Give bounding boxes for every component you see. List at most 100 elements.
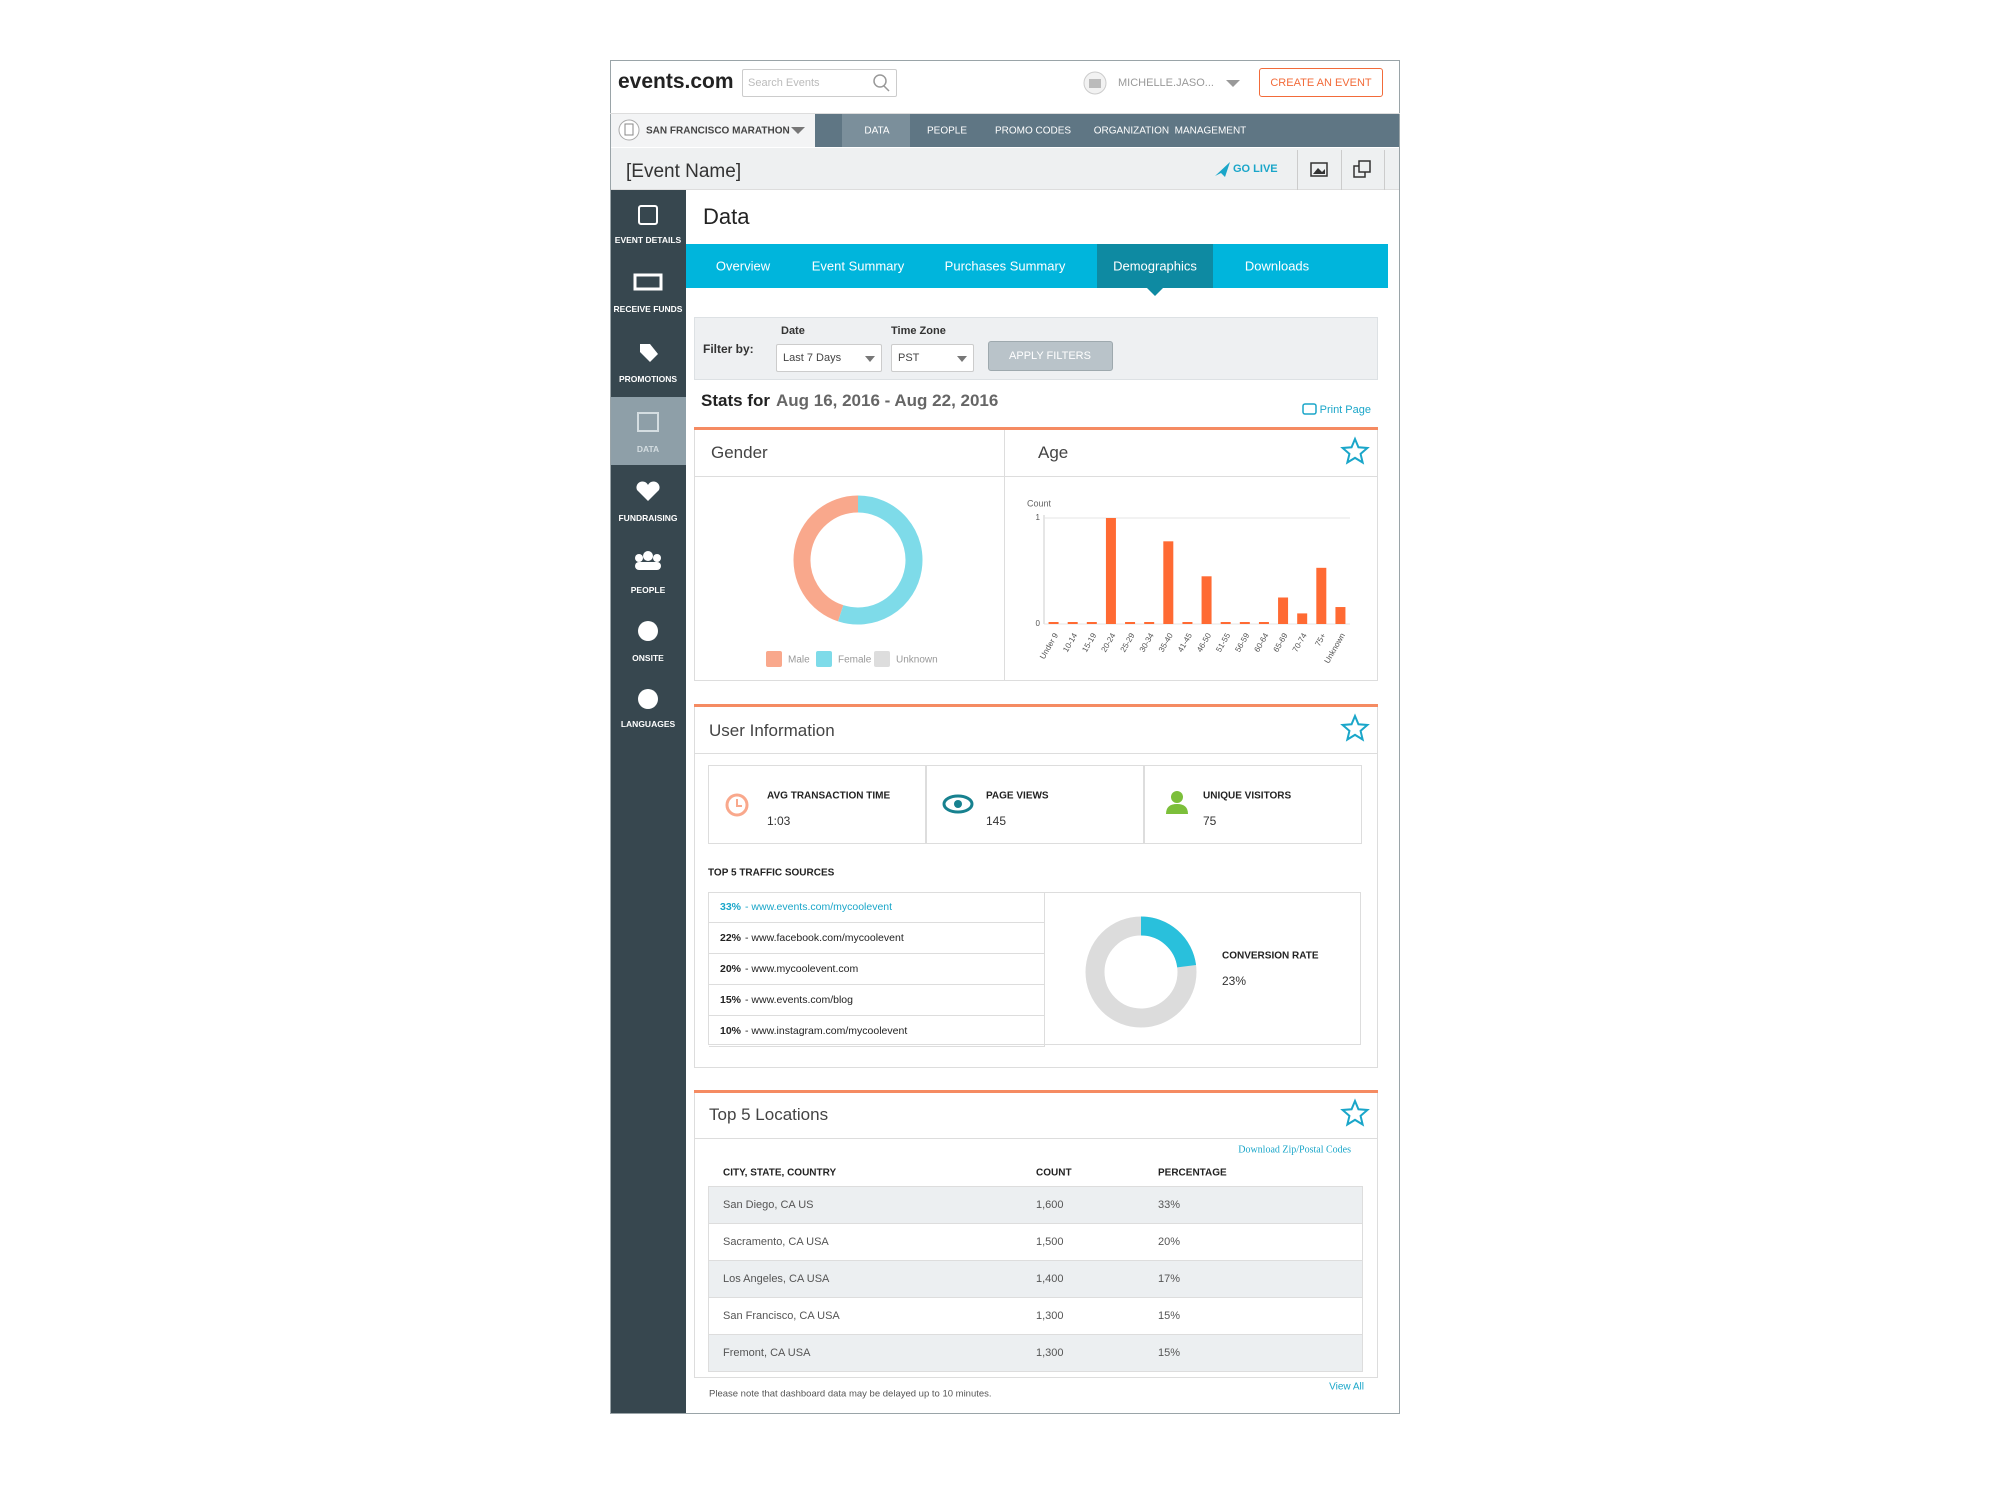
legend-label: Female (838, 654, 872, 666)
tab[interactable]: Downloads (1244, 258, 1310, 274)
nav-item[interactable]: ORGANIZATION MANAGEMENT (1093, 125, 1247, 137)
metric-box (708, 765, 926, 844)
logo[interactable]: events.com (618, 70, 734, 93)
nav-item[interactable]: PEOPLE (926, 125, 968, 137)
top-nav-active[interactable] (842, 114, 910, 147)
sidebar-item[interactable]: ONSITE (632, 653, 664, 663)
table-cell: 20% (1158, 1236, 1181, 1248)
traffic-percent: 20% (720, 963, 742, 975)
copy-button[interactable] (1341, 150, 1385, 190)
top-nav (815, 114, 1399, 147)
tab-active[interactable] (1097, 244, 1213, 288)
create-button-label[interactable]: CREATE AN EVENT (1270, 77, 1372, 89)
filter-label: Filter by: (703, 342, 754, 356)
table-cell: 15% (1158, 1310, 1181, 1322)
table-cell: Los Angeles, CA USA (723, 1273, 830, 1285)
apply-button-label[interactable]: APPLY FILTERS (1009, 350, 1091, 362)
traffic-source[interactable]: 10% - www.instagram.com/mycoolevent (720, 1025, 907, 1037)
traffic-row (709, 985, 1045, 1016)
column-header: PERCENTAGE (1158, 1167, 1227, 1179)
traffic-row (709, 923, 1045, 954)
create-button[interactable] (1259, 68, 1383, 97)
sidebar-item[interactable]: EVENT DETAILS (614, 235, 682, 245)
traffic-source[interactable]: 20% - www.mycoolevent.com (720, 963, 858, 975)
accent-line (694, 427, 1378, 430)
table-cell: 1,400 (1036, 1273, 1064, 1285)
table-row (709, 1335, 1362, 1372)
sidebar-item[interactable]: PEOPLE (630, 585, 666, 595)
metric-value: 1:03 (767, 814, 791, 828)
table-row (709, 1187, 1362, 1224)
view-all-link[interactable]: View All (1329, 1381, 1364, 1393)
section-label: TOP 5 TRAFFIC SOURCES (708, 867, 835, 879)
event-selector[interactable]: SAN FRANCISCO MARATHON (646, 125, 790, 137)
conversion-value: 23% (1222, 974, 1247, 988)
table-cell: Sacramento, CA USA (723, 1236, 829, 1248)
column-header: CITY, STATE, COUNTRY (723, 1167, 837, 1179)
search-placeholder: Search Events (748, 77, 820, 89)
filter-value: PST (898, 352, 920, 364)
metric-value: 145 (986, 814, 1007, 828)
traffic-url: - www.mycoolevent.com (745, 963, 859, 975)
table-cell: 1,300 (1036, 1310, 1064, 1322)
nav-item[interactable]: PROMO CODES (994, 125, 1072, 137)
traffic-percent: 33% (720, 901, 742, 913)
metric-label: PAGE VIEWS (986, 790, 1049, 802)
demographics-panel (694, 430, 1378, 681)
filter-field-label: Date (781, 325, 805, 337)
header-divider (610, 113, 1400, 114)
traffic-source[interactable]: 33% - www.events.com/mycoolevent (720, 901, 892, 913)
sidebar-item[interactable]: RECEIVE FUNDS (613, 304, 683, 314)
table-cell: 1,300 (1036, 1347, 1064, 1359)
tz-select[interactable] (891, 344, 974, 372)
accent-line (694, 704, 1378, 707)
panel-divider (1004, 430, 1005, 681)
stats-prefix: Stats for (701, 391, 770, 410)
traffic-row (709, 892, 1045, 923)
traffic-source[interactable]: 15% - www.events.com/blog (720, 994, 853, 1006)
table-cell: Fremont, CA USA (723, 1347, 811, 1359)
sidebar-item[interactable]: LANGUAGES (620, 719, 676, 729)
traffic-source[interactable]: 22% - www.facebook.com/mycoolevent (720, 932, 904, 944)
tab[interactable]: Purchases Summary (944, 258, 1066, 274)
table-row (709, 1261, 1362, 1298)
image-button[interactable] (1297, 150, 1341, 190)
table-cell: San Diego, CA US (723, 1199, 814, 1211)
traffic-url: - www.events.com/mycoolevent (745, 901, 893, 913)
nav-item[interactable]: DATA (864, 125, 890, 137)
panel-header-line (694, 1138, 1378, 1139)
metric-box (926, 765, 1144, 844)
user-info-panel (694, 707, 1378, 1068)
table-row (709, 1298, 1362, 1335)
legend-label: Male (788, 654, 810, 666)
stats-range: Aug 16, 2016 - Aug 22, 2016 (775, 391, 999, 410)
download-link[interactable]: Download Zip/Postal Codes (1238, 1144, 1351, 1156)
user-name[interactable]: MICHELLE.JASO... (1118, 77, 1214, 89)
search-box[interactable] (742, 69, 897, 97)
date-select[interactable] (776, 344, 882, 372)
event-selector-bg[interactable] (611, 114, 815, 147)
sidebar-item[interactable]: PROMOTIONS (618, 374, 678, 384)
locations-panel (694, 1093, 1378, 1378)
metric-label: AVG TRANSACTION TIME (767, 790, 891, 802)
stats-heading: Stats for Aug 16, 2016 - Aug 22, 2016 (701, 391, 998, 411)
filter-value: Last 7 Days (783, 352, 842, 364)
tab[interactable]: Event Summary (811, 258, 905, 274)
apply-button[interactable] (988, 341, 1113, 371)
table-cell: 15% (1158, 1347, 1181, 1359)
tab[interactable]: Demographics (1113, 258, 1197, 274)
filter-field-label: Time Zone (891, 325, 946, 337)
metric-value: 75 (1203, 814, 1217, 828)
chart-title: Gender (711, 443, 768, 462)
metric-box (1144, 765, 1362, 844)
sidebar-active[interactable] (611, 397, 686, 465)
print-link[interactable]: Print Page (1319, 404, 1371, 416)
footnote: Please note that dashboard data may be d… (709, 1388, 992, 1400)
tab[interactable]: Overview (715, 258, 771, 274)
go-live[interactable]: GO LIVE (1233, 163, 1278, 175)
event-name: [Event Name] (626, 161, 742, 182)
sidebar (611, 190, 686, 1413)
traffic-percent: 10% (720, 1025, 742, 1037)
sidebar-item[interactable]: FUNDRAISING (618, 513, 678, 523)
sidebar-item[interactable]: DATA (636, 444, 660, 454)
